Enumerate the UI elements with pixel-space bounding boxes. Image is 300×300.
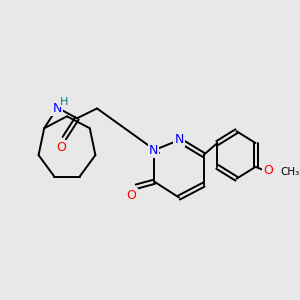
Text: CH₃: CH₃ xyxy=(280,167,299,177)
Text: O: O xyxy=(57,141,66,154)
Text: O: O xyxy=(127,189,136,202)
Text: H: H xyxy=(60,97,68,106)
Text: N: N xyxy=(149,143,158,157)
Text: N: N xyxy=(52,102,62,115)
Text: O: O xyxy=(263,164,273,177)
Text: N: N xyxy=(174,133,184,146)
